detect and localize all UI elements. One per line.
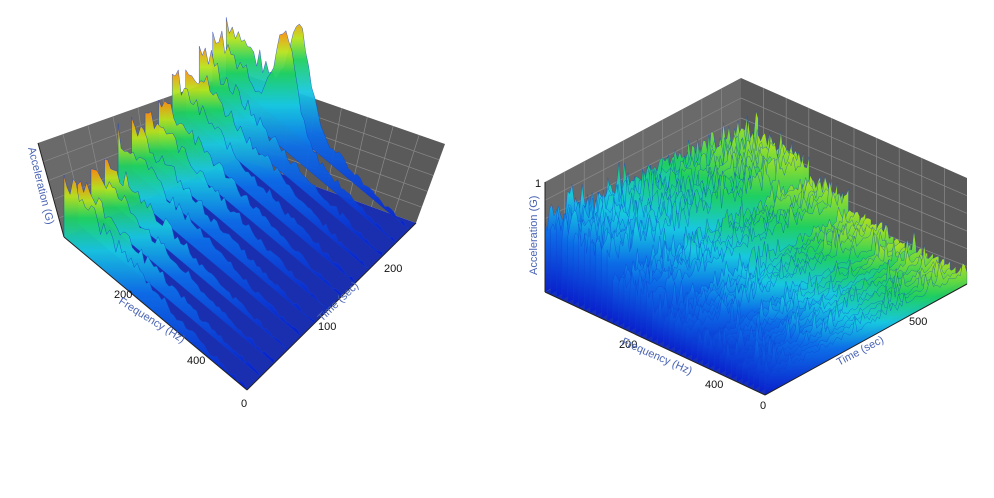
surface-ridge [158, 100, 342, 297]
chart-right-svg: 1 0 200 400 500 Frequency (Hz) Time (sec… [528, 78, 968, 412]
surface-ridge [226, 17, 410, 231]
surface-ridge [764, 262, 968, 396]
x-tick-label: 200 [114, 289, 132, 301]
surface [544, 111, 968, 396]
x-axis-line [544, 291, 766, 396]
surface-ridge [199, 45, 383, 257]
surface-ridge [104, 158, 288, 351]
surface-ridge [171, 69, 356, 284]
grid-line [348, 116, 368, 199]
y-tick-label: 200 [384, 263, 402, 275]
surface-ridge [77, 180, 261, 378]
z-axis-title: Acceleration (G) [528, 196, 540, 275]
surface [63, 17, 410, 391]
y-axis-line [246, 222, 417, 391]
x-tick-label: 0 [760, 400, 766, 412]
y-tick-label: 500 [909, 316, 927, 328]
grid-line [740, 117, 968, 214]
surface-ridge [144, 111, 329, 311]
y-tick-label: 100 [318, 321, 336, 333]
chart-right: 1 0 200 400 500 Frequency (Hz) Time (sec… [497, 0, 994, 498]
grid-line [393, 134, 420, 215]
y-axis-line [764, 283, 968, 396]
surface-ridge [90, 168, 275, 364]
z-tick-label: 1 [535, 178, 541, 190]
x-tick-label: 400 [187, 355, 205, 367]
grid-line [371, 125, 394, 207]
chart-left: 0 200 400 100 200 Frequency (Hz) Time (s… [25, 17, 445, 410]
surface-ridge [185, 69, 369, 271]
x-tick-label: 400 [705, 379, 723, 391]
surface-ridge [63, 174, 248, 391]
x-tick-label: 200 [619, 339, 637, 351]
grid-line [544, 117, 742, 219]
x-axis-line [63, 236, 248, 391]
surface-ridge [131, 117, 315, 324]
grid-line [740, 97, 968, 196]
grid-line [544, 97, 742, 201]
chart-left-svg: 0 200 400 100 200 Frequency (Hz) Time (s… [25, 17, 445, 410]
surface-ridge [117, 123, 302, 337]
x-tick-label: 0 [241, 398, 247, 410]
surface-ridge [212, 30, 396, 244]
z-axis-line [37, 142, 65, 238]
